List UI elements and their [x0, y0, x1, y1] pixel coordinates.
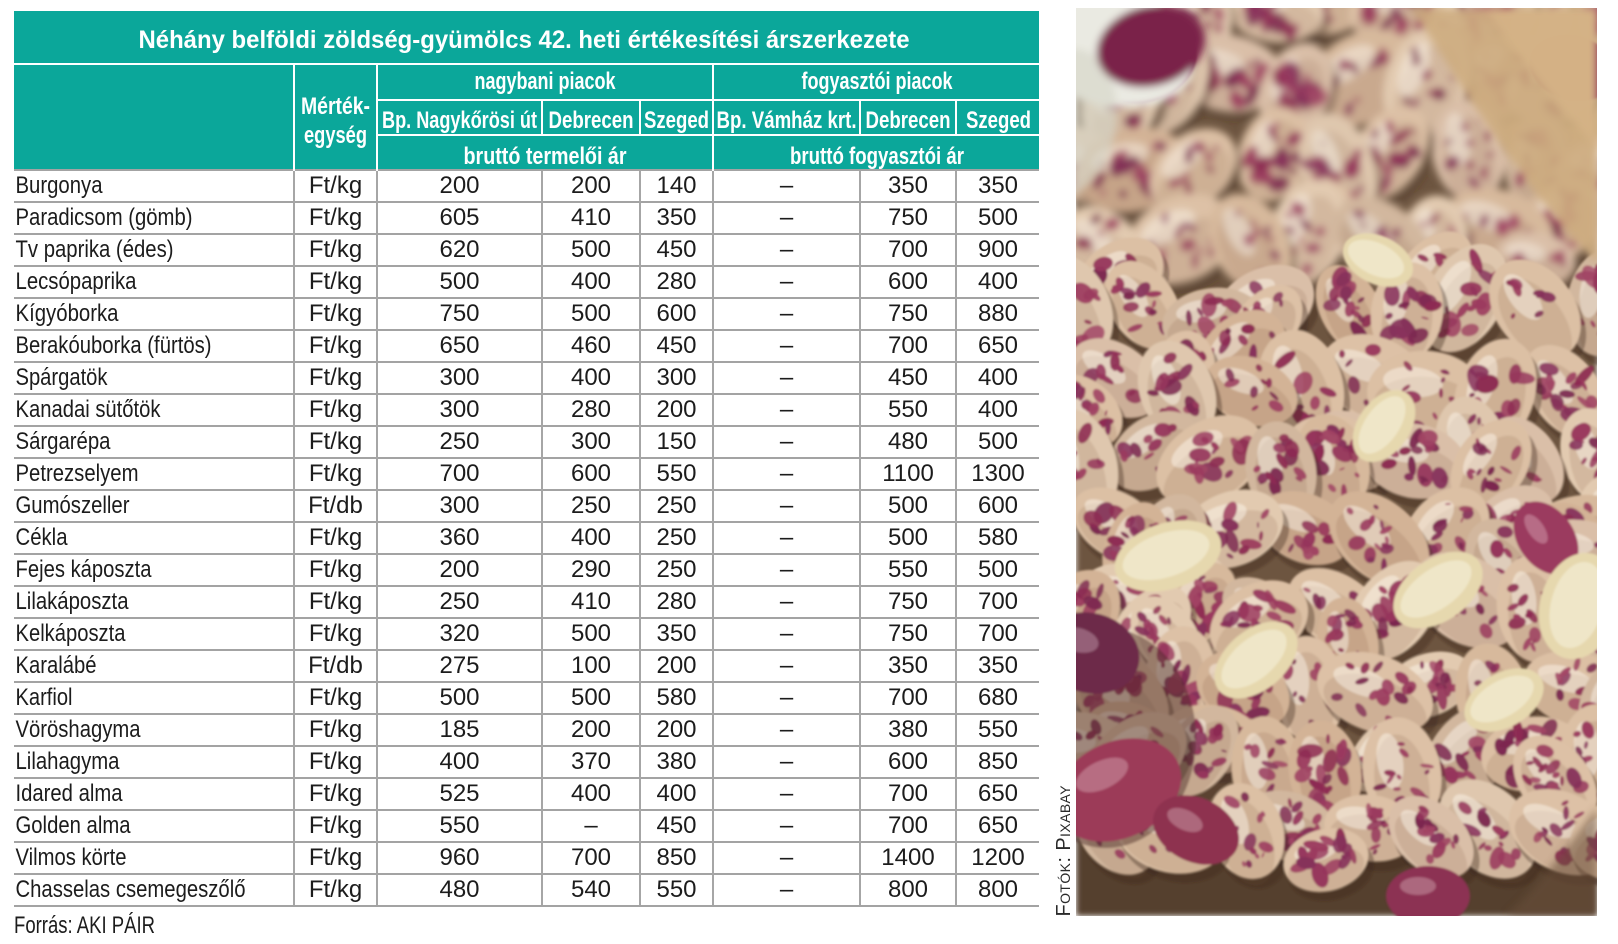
svg-text:Paradicsom (gömb): Paradicsom (gömb)	[15, 204, 192, 231]
svg-text:Lilahagyma: Lilahagyma	[15, 748, 120, 775]
svg-text:nagybani piacok: nagybani piacok	[475, 68, 616, 95]
svg-text:Idared alma: Idared alma	[15, 780, 123, 807]
svg-text:Spárgatök: Spárgatök	[15, 364, 108, 391]
svg-text:Vöröshagyma: Vöröshagyma	[15, 716, 141, 743]
svg-text:Karfiol: Karfiol	[15, 684, 72, 711]
svg-text:Bp. Nagykőrösi út: Bp. Nagykőrösi út	[382, 107, 537, 134]
svg-text:Forrás: AKI PÁIR: Forrás: AKI PÁIR	[14, 912, 155, 939]
svg-text:Golden alma: Golden alma	[15, 812, 131, 839]
svg-text:Tv paprika (édes): Tv paprika (édes)	[15, 236, 173, 263]
svg-text:Néhány belföldi zöldség-gyümöl: Néhány belföldi zöldség-gyümölcs 42. het…	[139, 26, 910, 54]
svg-text:Szeged: Szeged	[644, 107, 709, 134]
svg-text:bruttó termelői ár: bruttó termelői ár	[464, 143, 627, 170]
svg-text:Kanadai sütőtök: Kanadai sütőtök	[15, 396, 161, 423]
svg-text:Debrecen: Debrecen	[549, 107, 634, 134]
svg-text:Debrecen: Debrecen	[866, 107, 951, 134]
svg-text:Kelkáposzta: Kelkáposzta	[15, 620, 126, 647]
svg-text:Lilakáposzta: Lilakáposzta	[15, 588, 129, 615]
svg-text:Kígyóborka: Kígyóborka	[15, 300, 119, 327]
svg-text:fogyasztói piacok: fogyasztói piacok	[801, 68, 952, 95]
svg-text:Chasselas csemegeszőlő: Chasselas csemegeszőlő	[15, 876, 245, 903]
svg-text:Cékla: Cékla	[15, 524, 68, 551]
svg-text:Lecsópaprika: Lecsópaprika	[15, 268, 137, 295]
svg-text:Mérték-: Mérték-	[301, 93, 370, 120]
svg-text:Petrezselyem: Petrezselyem	[15, 460, 138, 487]
svg-text:Burgonya: Burgonya	[15, 172, 103, 199]
svg-text:Berakóuborka (fürtös): Berakóuborka (fürtös)	[15, 332, 211, 359]
svg-text:Szeged: Szeged	[966, 107, 1031, 134]
svg-text:Gumószeller: Gumószeller	[15, 492, 129, 519]
svg-text:Fejes káposzta: Fejes káposzta	[15, 556, 152, 583]
svg-text:Vilmos körte: Vilmos körte	[15, 844, 126, 871]
svg-text:bruttó fogyasztói ár: bruttó fogyasztói ár	[790, 143, 964, 170]
svg-text:Sárgarépa: Sárgarépa	[15, 428, 111, 455]
svg-text:Bp. Vámház krt.: Bp. Vámház krt.	[717, 107, 857, 134]
svg-text:Karalábé: Karalábé	[15, 652, 96, 679]
svg-text:egység: egység	[304, 122, 367, 149]
